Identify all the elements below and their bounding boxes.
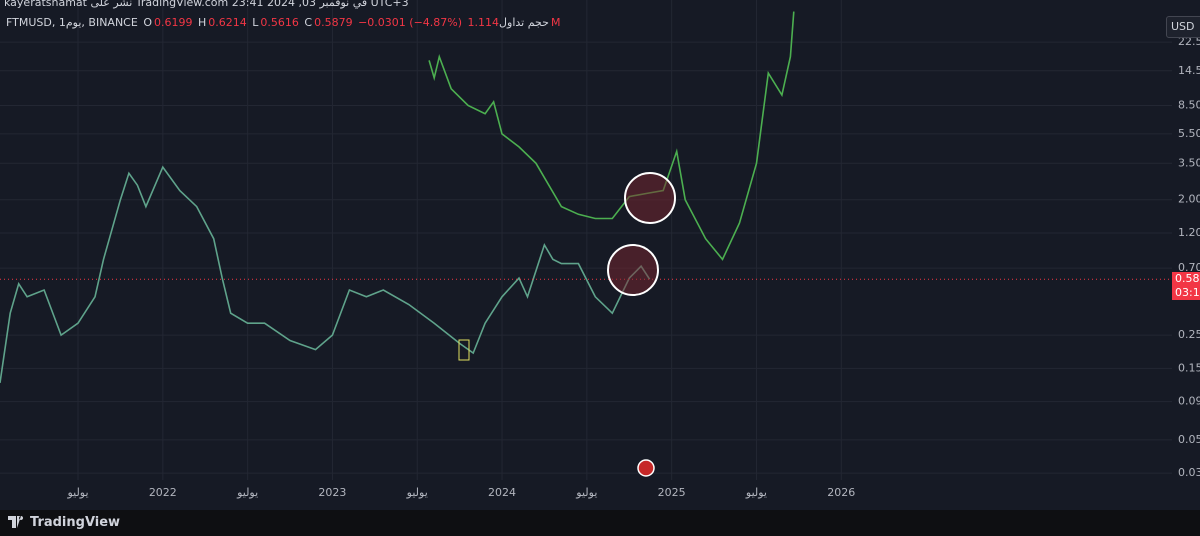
y-tick-label: 0.70	[1178, 261, 1200, 274]
chart: 22.5 14.5 8.50 5.50 3.50 2.00 1.20 0.70 0.25 0.15…	[0, 0, 1200, 510]
published-note: kayeratshamat نشر على TradingView.com في…	[4, 0, 409, 9]
l-label: L	[252, 16, 259, 29]
y-tick-label: 0.09	[1178, 395, 1200, 408]
x-tick-label: 2022	[149, 486, 177, 499]
c-label: C	[304, 16, 313, 29]
y-tick-label: 0.03	[1178, 466, 1200, 479]
price-tag: 0.58 03:1	[1172, 272, 1200, 300]
series-line	[0, 165, 651, 384]
highlight-circle	[624, 172, 676, 224]
y-tick-label: 3.50	[1178, 156, 1200, 169]
y-tick-label: 1.20	[1178, 226, 1200, 239]
x-tick-label: يوليو	[406, 486, 428, 499]
h-label: H	[197, 16, 207, 29]
y-tick-label: 0.15	[1178, 361, 1200, 374]
y-tick-label: 0.25	[1178, 328, 1200, 341]
x-tick-label: 2023	[318, 486, 346, 499]
low: 0.5616	[260, 16, 299, 29]
price-tag-value: 0.58	[1175, 272, 1200, 285]
high: 0.6214	[208, 16, 247, 29]
brand: TradingView	[30, 515, 121, 530]
y-tick-label: 2.00	[1178, 193, 1200, 206]
x-tick-label: يوليو	[66, 486, 88, 499]
y-tick-label: 22.5	[1178, 35, 1200, 48]
change: −0.0301 (−4.87%)	[358, 16, 463, 29]
price-axis	[1172, 0, 1200, 510]
logo	[8, 516, 24, 528]
open: 0.6199	[153, 16, 193, 29]
currency-button[interactable]: USD	[1166, 16, 1200, 38]
o-label: O	[143, 16, 152, 29]
series-line	[428, 11, 795, 261]
countdown: 03:1	[1175, 286, 1200, 299]
x-tick-label: 2024	[488, 486, 516, 499]
x-tick-label: يوليو	[236, 486, 258, 499]
highlight-circle	[607, 244, 659, 296]
x-tick-label: يوليو	[575, 486, 597, 499]
event-icon	[637, 459, 655, 477]
y-tick-label: 0.05	[1178, 433, 1200, 446]
footer: TradingView	[0, 510, 1200, 536]
volume: 1.114M	[467, 16, 561, 29]
x-tick-label: يوليو	[745, 486, 767, 499]
y-tick-label: 5.50	[1178, 127, 1200, 140]
x-tick-label: 2026	[827, 486, 855, 499]
close: 0.5879	[314, 16, 353, 29]
marker-box	[458, 339, 470, 361]
x-tick-label: 2025	[658, 486, 686, 499]
symbol: FTMUSD, 1يوم, BINANCE	[6, 16, 138, 29]
y-tick-label: 14.5	[1178, 64, 1200, 77]
volume-label: حجم تداول	[499, 16, 549, 29]
y-tick-label: 8.50	[1178, 99, 1200, 112]
